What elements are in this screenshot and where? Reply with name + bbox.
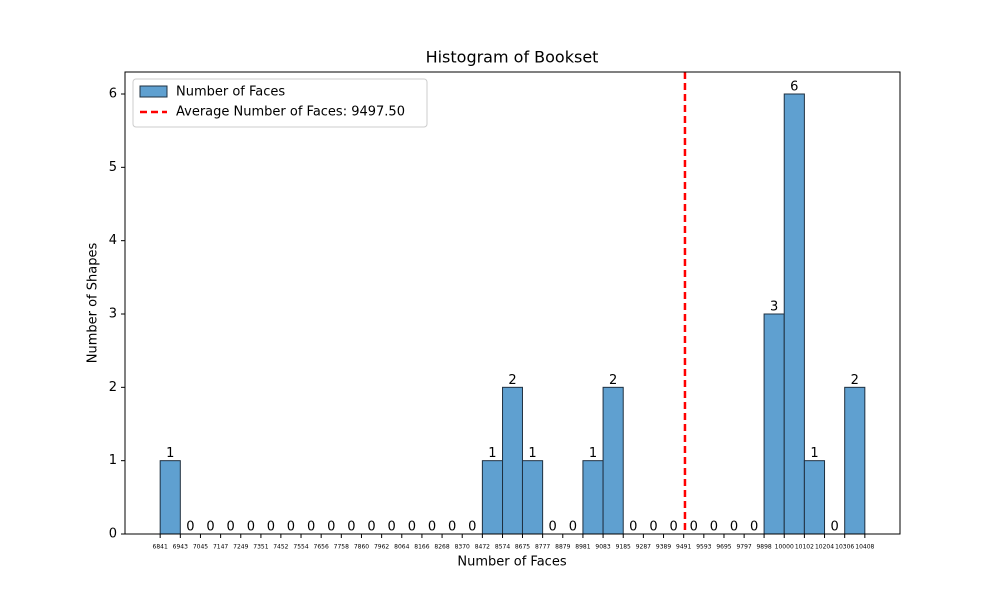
bar	[582, 460, 604, 535]
y-tick-label: 6	[109, 87, 117, 102]
x-tick-label: 7147	[213, 544, 228, 551]
x-tick-label: 7351	[253, 544, 268, 551]
x-tick-label: 8879	[555, 544, 570, 551]
x-tick-label: 9491	[676, 544, 691, 551]
data-label: 1	[528, 446, 536, 461]
x-tick-label: 8675	[515, 544, 530, 551]
data-label: 0	[347, 520, 355, 535]
x-tick-label: 6841	[153, 544, 168, 551]
data-label: 0	[629, 520, 637, 535]
x-tick-label: 8574	[495, 544, 510, 551]
x-tick-label: 8370	[455, 544, 470, 551]
data-label: 1	[810, 446, 818, 461]
data-label: 2	[851, 373, 859, 388]
data-label: 0	[468, 520, 476, 535]
bar	[783, 93, 805, 535]
x-tick-label: 8981	[575, 544, 590, 551]
x-tick-label: 10102	[795, 544, 814, 551]
data-label: 1	[589, 446, 597, 461]
y-tick-label: 2	[109, 380, 117, 395]
chart-title: Histogram of Bookset	[426, 48, 599, 67]
legend-label: Number of Faces	[176, 85, 285, 100]
data-label: 0	[247, 520, 255, 535]
x-tick-label: 8166	[414, 544, 429, 551]
bar	[481, 460, 504, 535]
data-label: 0	[750, 520, 758, 535]
x-tick-label: 9083	[595, 544, 610, 551]
x-tick-label: 7045	[193, 544, 208, 551]
plot-frame	[124, 71, 901, 535]
y-tick-label: 1	[109, 453, 117, 468]
data-label: 0	[710, 520, 718, 535]
data-label: 0	[549, 520, 557, 535]
bar	[502, 386, 523, 535]
data-label: 0	[569, 520, 577, 535]
x-axis-label: Number of Faces	[457, 555, 566, 570]
data-label: 0	[206, 520, 214, 535]
x-tick-label: 9593	[696, 544, 711, 551]
data-label: 0	[307, 520, 315, 535]
x-tick-label: 8268	[434, 544, 449, 551]
x-tick-label: 7554	[293, 544, 308, 551]
legend-box	[132, 78, 428, 128]
y-tick-label: 3	[109, 307, 117, 322]
data-label: 0	[186, 520, 194, 535]
x-tick-label: 7656	[314, 544, 329, 551]
y-tick-label: 5	[109, 160, 117, 175]
data-label: 0	[408, 520, 416, 535]
data-label: 6	[790, 80, 798, 95]
legend-label: Average Number of Faces: 9497.50	[176, 105, 405, 120]
x-tick-label: 10408	[855, 544, 874, 551]
x-tick-label: 10204	[815, 544, 834, 551]
x-tick-label: 7452	[273, 544, 288, 551]
data-label: 1	[166, 446, 174, 461]
data-label: 2	[609, 373, 617, 388]
data-label: 0	[287, 520, 295, 535]
x-tick-label: 6943	[173, 544, 188, 551]
data-label: 0	[649, 520, 657, 535]
x-tick-label: 7962	[374, 544, 389, 551]
x-tick-label: 8064	[394, 544, 409, 551]
data-label: 1	[488, 446, 496, 461]
y-tick-label: 4	[109, 233, 117, 248]
bar	[803, 460, 826, 535]
x-tick-label: 9898	[756, 544, 771, 551]
data-label: 0	[267, 520, 275, 535]
data-label: 0	[448, 520, 456, 535]
bar	[521, 460, 544, 535]
data-label: 0	[367, 520, 375, 535]
data-label: 0	[388, 520, 396, 535]
legend-swatch	[139, 85, 168, 98]
x-tick-label: 10306	[835, 544, 854, 551]
x-tick-label: 7860	[354, 544, 369, 551]
data-label: 0	[428, 520, 436, 535]
bar	[159, 460, 181, 535]
x-tick-label: 9185	[616, 544, 631, 551]
data-label: 0	[227, 520, 235, 535]
bar	[763, 313, 785, 535]
data-label: 0	[690, 520, 698, 535]
data-label: 2	[508, 373, 516, 388]
x-tick-label: 7249	[233, 544, 248, 551]
x-tick-label: 9695	[716, 544, 731, 551]
data-label: 3	[770, 300, 778, 315]
data-label: 0	[669, 520, 677, 535]
data-label: 0	[730, 520, 738, 535]
x-tick-label: 7758	[334, 544, 349, 551]
x-tick-label: 9389	[656, 544, 671, 551]
y-axis-label: Number of Shapes	[86, 243, 101, 364]
data-label: 0	[830, 520, 838, 535]
y-tick-label: 0	[109, 527, 117, 542]
x-tick-label: 8472	[475, 544, 490, 551]
bar	[602, 386, 624, 535]
x-tick-label: 9287	[636, 544, 651, 551]
x-tick-label: 9797	[736, 544, 751, 551]
x-tick-label: 10000	[775, 544, 794, 551]
x-tick-label: 8777	[535, 544, 550, 551]
bar	[844, 386, 866, 535]
data-label: 0	[327, 520, 335, 535]
